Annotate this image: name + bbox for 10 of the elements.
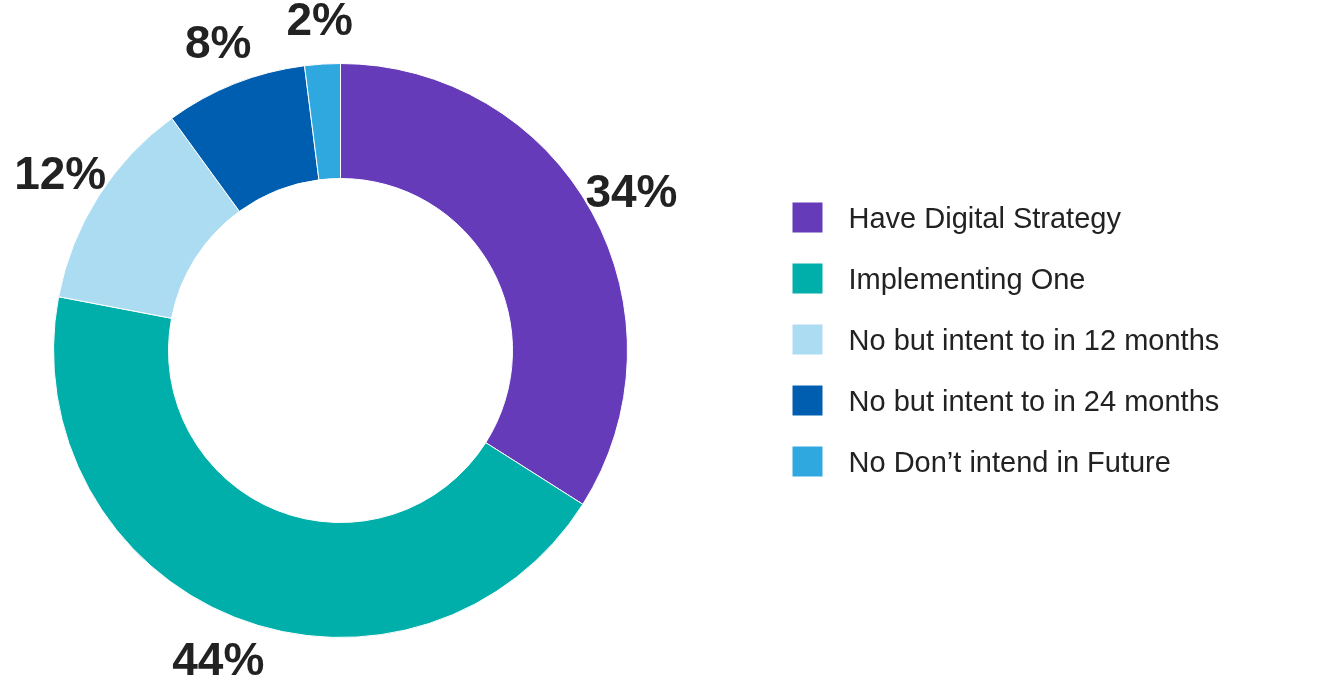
data-label: 2% xyxy=(286,0,353,46)
data-label: 12% xyxy=(14,146,107,199)
data-label: 8% xyxy=(185,15,252,68)
legend-label: No Don’t intend in Future xyxy=(848,445,1171,478)
legend-label: Implementing One xyxy=(848,262,1086,295)
data-label: 44% xyxy=(172,633,265,681)
legend-label: No but intent to in 12 months xyxy=(848,323,1220,356)
legend-label: Have Digital Strategy xyxy=(848,201,1122,234)
data-label: 34% xyxy=(585,164,678,217)
legend-label: No but intent to in 24 months xyxy=(848,384,1220,417)
